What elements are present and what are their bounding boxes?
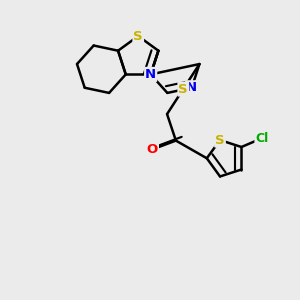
Text: Cl: Cl (255, 132, 269, 145)
Text: S: S (178, 82, 188, 96)
Text: N: N (145, 68, 156, 81)
Text: O: O (147, 143, 158, 156)
Text: S: S (215, 134, 225, 147)
Text: N: N (186, 81, 197, 94)
Text: S: S (134, 29, 143, 43)
